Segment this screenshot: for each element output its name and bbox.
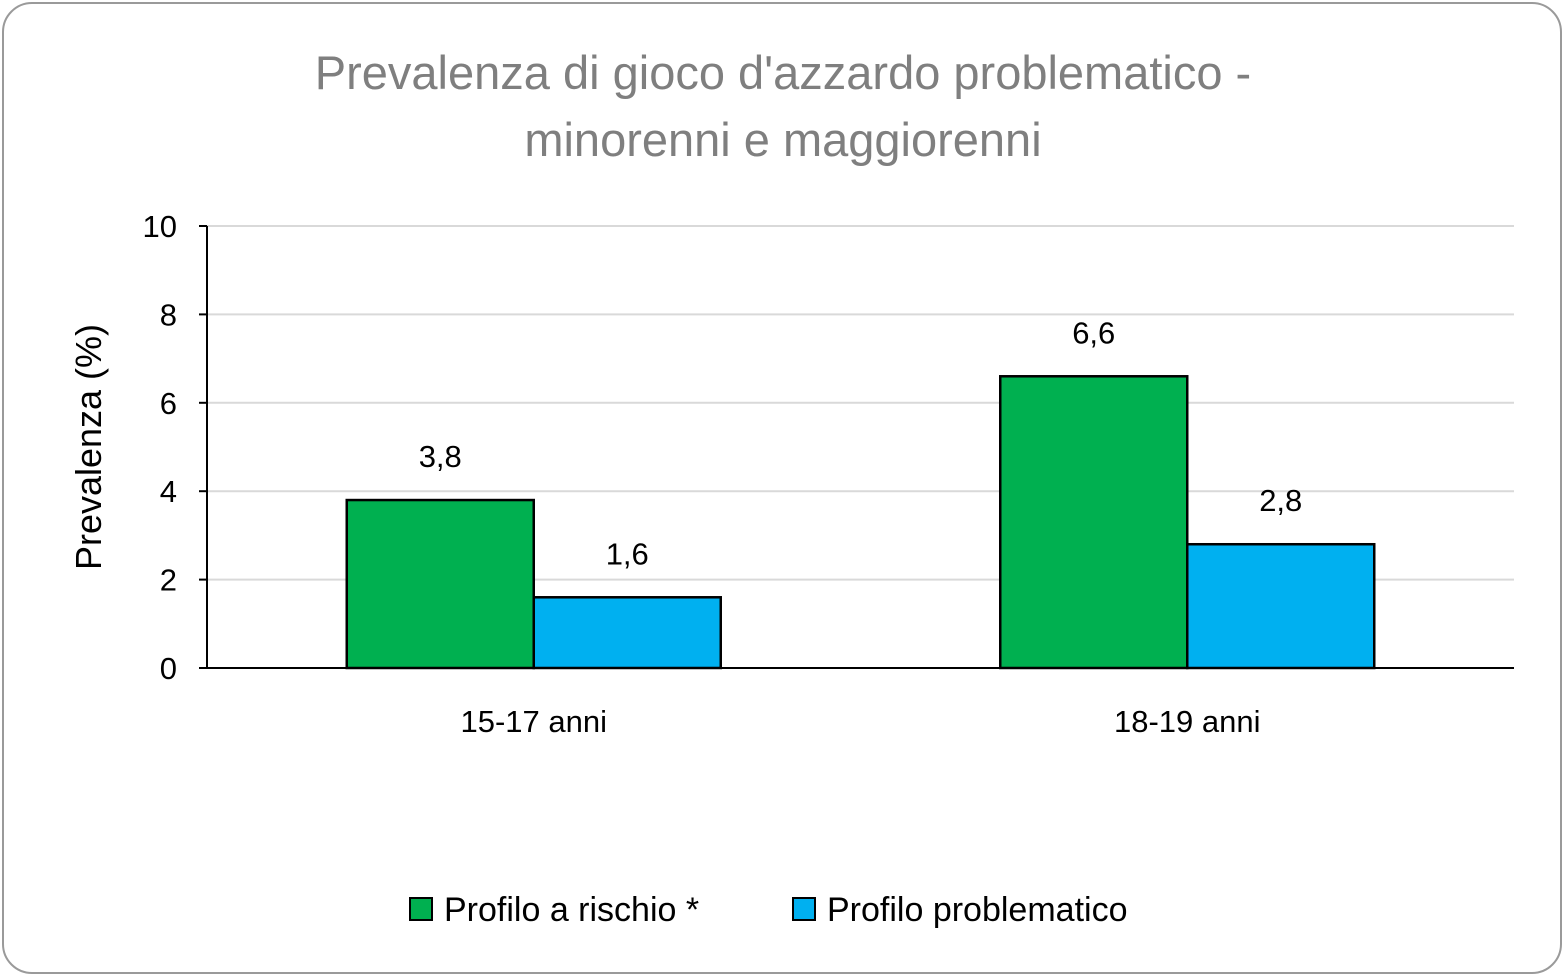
y-tick-label: 4 <box>160 474 177 509</box>
legend-label: Profilo problematico <box>827 891 1127 929</box>
y-tick-label: 10 <box>143 209 177 244</box>
legend: Profilo a rischio * Profilo problematico <box>409 891 1127 929</box>
data-label: 2,8 <box>1259 483 1302 518</box>
y-axis-title: Prevalenza (%) <box>68 324 109 570</box>
bar <box>345 498 535 670</box>
chart-title-line-1: Prevalenza di gioco d'azzardo problemati… <box>314 46 1252 99</box>
x-axis-categories: 15-17 anni 18-19 anni <box>460 704 1260 739</box>
legend-swatch <box>409 897 433 921</box>
chart-title-line-2: minorenni e maggiorenni <box>524 113 1042 166</box>
bar <box>1186 542 1376 670</box>
bar <box>532 596 722 670</box>
y-tick-label: 2 <box>160 563 177 598</box>
data-label: 1,6 <box>606 536 649 571</box>
data-labels: 3,8 1,6 6,6 2,8 <box>419 315 1303 571</box>
x-category-label: 15-17 anni <box>460 704 607 739</box>
y-tick-label: 8 <box>160 297 177 332</box>
legend-label: Profilo a rischio * <box>444 891 699 929</box>
x-category-label: 18-19 anni <box>1114 704 1261 739</box>
y-axis-ticks: 0 2 4 6 8 10 <box>143 209 207 686</box>
data-label: 6,6 <box>1072 315 1115 350</box>
bars <box>345 375 1376 670</box>
y-tick-label: 6 <box>160 386 177 421</box>
y-tick-label: 0 <box>160 651 177 686</box>
data-label: 3,8 <box>419 439 462 474</box>
bar <box>999 375 1189 670</box>
legend-swatch <box>792 897 816 921</box>
